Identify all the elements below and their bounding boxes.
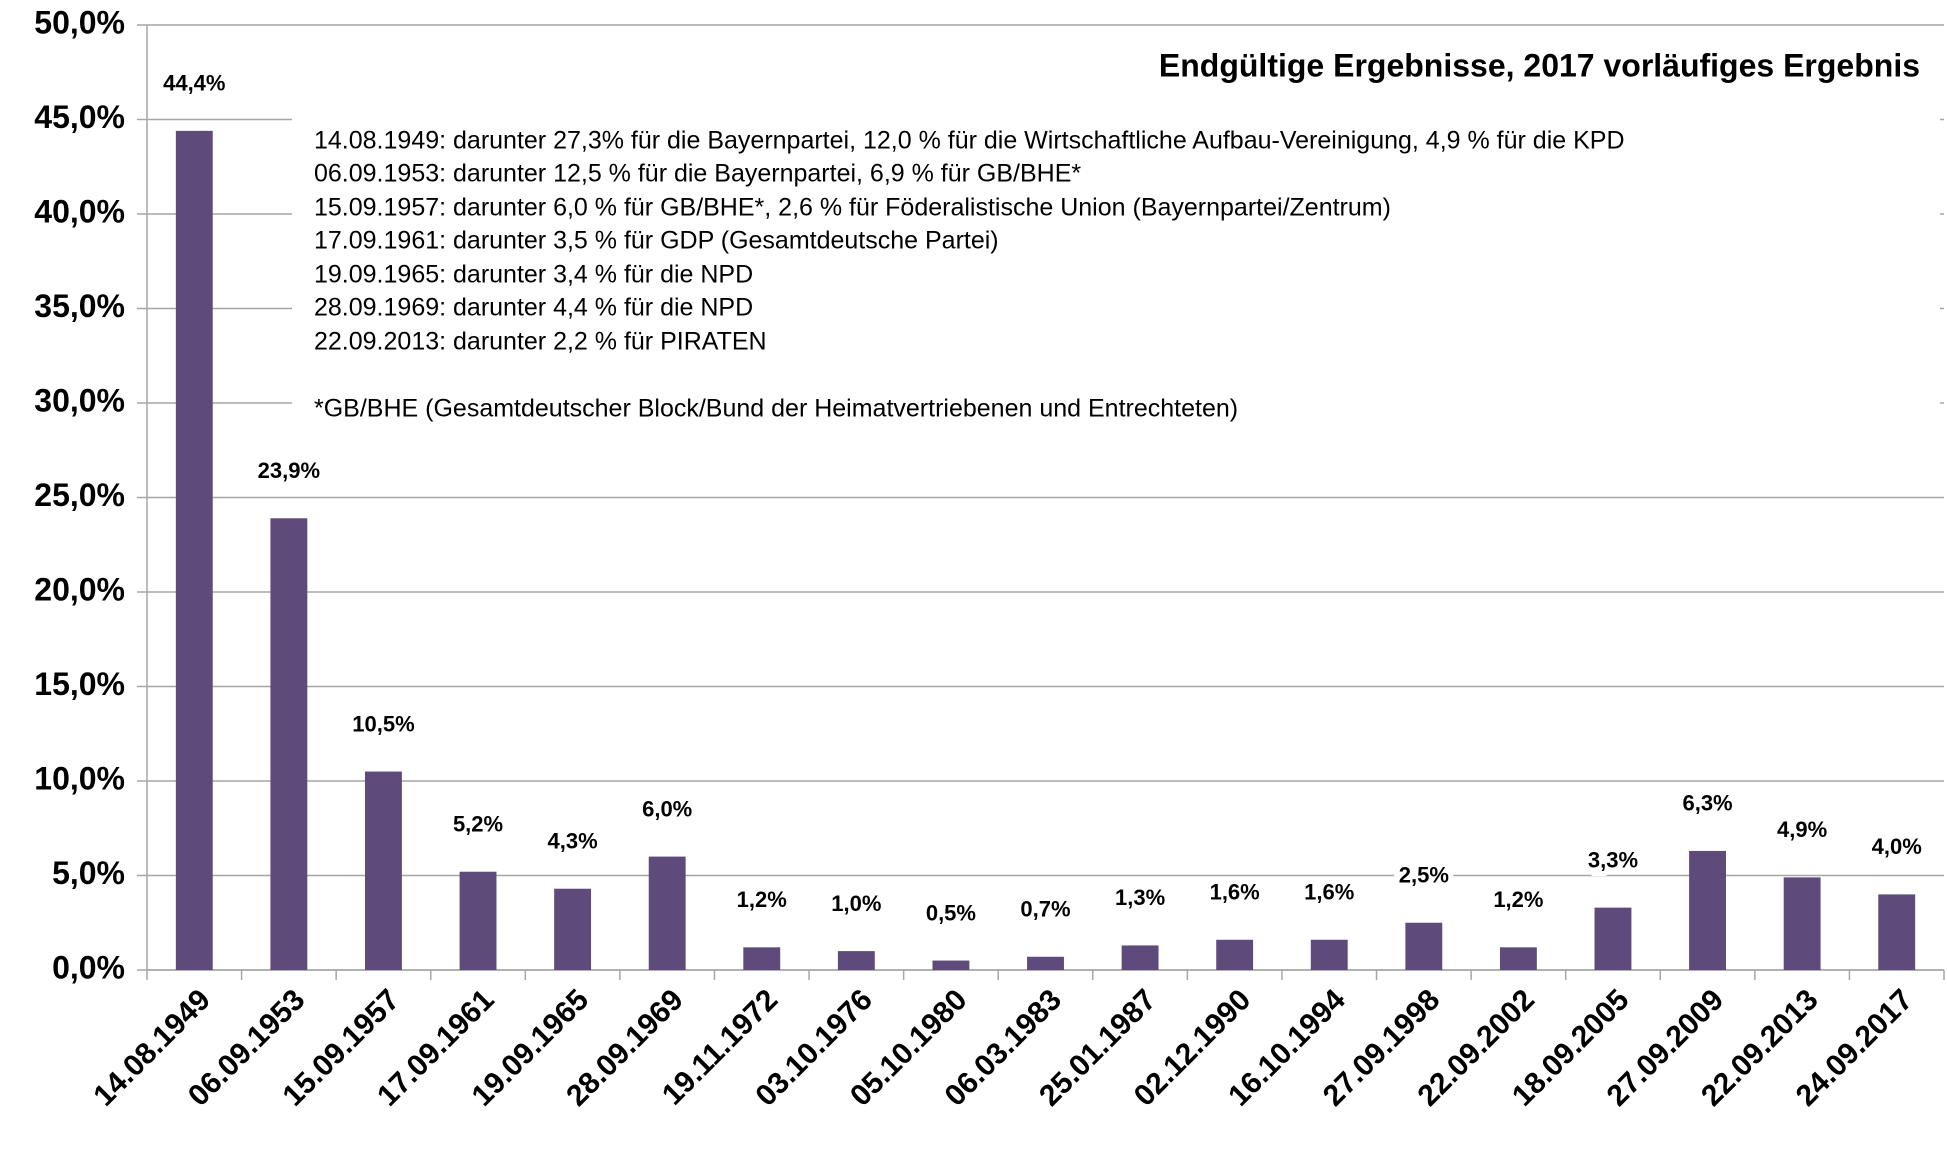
value-label: 1,3% — [1115, 885, 1165, 910]
note: 22.09.2013: darunter 2,2 % für PIRATEN — [314, 328, 767, 356]
value-label: 4,3% — [548, 829, 598, 854]
bar — [1216, 939, 1254, 970]
value-label: 1,6% — [1304, 880, 1354, 905]
value-label: 1,0% — [831, 891, 881, 916]
bar — [365, 771, 402, 970]
y-tick-label: 30,0% — [34, 382, 125, 418]
note: 15.09.1957: darunter 6,0 % für GB/BHE*, … — [314, 194, 1391, 222]
value-label: 1,2% — [1493, 887, 1543, 912]
bar — [1499, 947, 1537, 970]
value-label: 0,7% — [1020, 897, 1070, 922]
chart-title: Endgültige Ergebnisse, 2017 vorläufiges … — [1159, 47, 1920, 83]
y-tick-label: 5,0% — [52, 855, 125, 891]
value-label: 6,3% — [1682, 791, 1732, 816]
y-tick-label: 40,0% — [34, 193, 125, 229]
bar — [1689, 850, 1726, 970]
note: 17.09.1961: darunter 3,5 % für GDP (Gesa… — [314, 227, 999, 255]
value-label: 10,5% — [352, 711, 414, 736]
value-label: 6,0% — [642, 796, 692, 821]
value-label: 5,2% — [453, 812, 503, 837]
value-label: 4,0% — [1872, 834, 1922, 859]
value-label: 3,3% — [1588, 847, 1638, 872]
y-tick-label: 45,0% — [34, 99, 125, 135]
y-tick-label: 25,0% — [34, 477, 125, 513]
bar — [1405, 922, 1443, 970]
value-label: 23,9% — [258, 458, 320, 483]
bar — [837, 951, 875, 970]
value-label: 4,9% — [1777, 817, 1827, 842]
bar — [1027, 956, 1064, 970]
bar — [932, 960, 970, 970]
y-tick-label: 50,0% — [34, 4, 125, 40]
bar — [648, 856, 686, 970]
value-label: 1,2% — [737, 887, 787, 912]
note: 19.09.1965: darunter 3,4 % für die NPD — [314, 261, 753, 289]
bar — [1878, 894, 1916, 970]
bar — [1121, 945, 1159, 970]
value-label: 44,4% — [163, 71, 225, 96]
y-tick-label: 20,0% — [34, 571, 125, 607]
value-label: 1,6% — [1210, 880, 1260, 905]
note: 06.09.1953: darunter 12,5 % für die Baye… — [314, 160, 1081, 188]
note: 28.09.1969: darunter 4,4 % für die NPD — [314, 294, 753, 322]
bar — [270, 518, 308, 970]
bar — [1594, 907, 1632, 970]
value-label: 2,5% — [1399, 863, 1449, 888]
y-tick-label: 15,0% — [34, 666, 125, 702]
y-tick-label: 10,0% — [34, 760, 125, 796]
notes-background — [292, 118, 1940, 430]
footnote: *GB/BHE (Gesamtdeutscher Block/Bund der … — [314, 395, 1238, 423]
bar — [459, 871, 497, 970]
bar — [175, 130, 213, 971]
bar — [1783, 877, 1821, 970]
bar — [743, 947, 781, 970]
bar — [554, 888, 592, 970]
y-tick-label: 35,0% — [34, 288, 125, 324]
note: 14.08.1949: darunter 27,3% für die Bayer… — [314, 127, 1625, 155]
y-tick-label: 0,0% — [52, 949, 125, 985]
bar — [1310, 939, 1348, 970]
value-label: 0,5% — [926, 900, 976, 925]
